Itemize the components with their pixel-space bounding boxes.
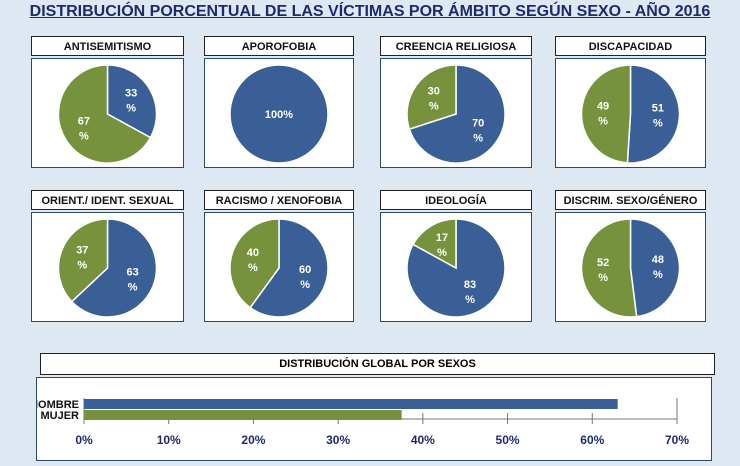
bar-mujer bbox=[84, 410, 402, 420]
pie-data-label-mujer: 52 bbox=[597, 257, 609, 269]
category-label-mujer: MUJER bbox=[40, 410, 79, 422]
pie-data-label-hombre: 33 bbox=[125, 88, 137, 100]
pie-data-label-hombre: % bbox=[128, 281, 138, 293]
pie-data-label-hombre: 70 bbox=[472, 118, 484, 130]
pie-data-label-mujer: 40 bbox=[247, 247, 259, 259]
pie-data-label-hombre: % bbox=[653, 117, 663, 129]
pie-title-aporofobia: APOROFOBIA bbox=[204, 36, 354, 56]
pie-data-label-hombre: % bbox=[653, 269, 663, 281]
pie-title-orient-ident-sexual: ORIENT./ IDENT. SEXUAL bbox=[31, 190, 184, 210]
pie-data-label-hombre: 83 bbox=[464, 279, 476, 291]
pie-slice-hombre bbox=[626, 64, 681, 164]
pie-slice-hombre bbox=[406, 218, 506, 318]
pie-chart-ideologia: 83% 17% bbox=[380, 212, 532, 322]
pie-data-label-hombre: 63 bbox=[127, 266, 139, 278]
pie-title-ideologia: IDEOLOGÍA bbox=[380, 190, 532, 210]
pie-data-label-hombre: % bbox=[473, 133, 483, 145]
global-bar-svg: 0% 10% 20% 30% 40% 50% 60% 70% HOMBREMUJER bbox=[30, 398, 689, 447]
pie-data-label-mujer: % bbox=[437, 247, 447, 259]
global-chart-title: DISTRIBUCIÓN GLOBAL POR SEXOS bbox=[40, 353, 715, 375]
pie-chart-creencia-religiosa: 70% 30% bbox=[380, 58, 532, 168]
pie-data-label-mujer: % bbox=[429, 100, 439, 112]
pie-chart-racismo-xenofobia: 60% 40% bbox=[204, 212, 354, 322]
pie-slice-mujer bbox=[580, 218, 638, 318]
pie-data-label-hombre: 51 bbox=[652, 102, 664, 114]
x-tick-label: 20% bbox=[241, 433, 265, 447]
pie-data-label-mujer: 30 bbox=[428, 85, 440, 97]
pie-data-label-hombre: % bbox=[300, 279, 310, 291]
pie-chart-orient-ident-sexual: 63% 37% bbox=[31, 212, 184, 322]
pie-data-label-hombre: % bbox=[126, 103, 136, 115]
pie-slice-hombre bbox=[249, 218, 329, 318]
pie-slice-hombre bbox=[229, 64, 329, 164]
page-title: DISTRIBUCIÓN PORCENTUAL DE LAS VÍCTIMAS … bbox=[29, 3, 711, 20]
x-tick-label: 0% bbox=[75, 433, 93, 447]
pie-title-racismo-xenofobia: RACISMO / XENOFOBIA bbox=[204, 190, 354, 210]
x-tick-label: 30% bbox=[326, 433, 350, 447]
global-bar-chart: 0% 10% 20% 30% 40% 50% 60% 70% HOMBREMUJER bbox=[30, 377, 712, 461]
x-tick-label: 50% bbox=[496, 433, 520, 447]
x-tick-label: 10% bbox=[157, 433, 181, 447]
pie-slice-hombre bbox=[70, 218, 158, 318]
pie-chart-discrim-sexo-genero: 48% 52% bbox=[555, 212, 706, 322]
x-tick-label: 60% bbox=[580, 433, 604, 447]
pie-chart-antisemitismo: 33% 67% bbox=[31, 58, 184, 168]
pie-slice-mujer bbox=[412, 218, 457, 270]
pie-slice-mujer bbox=[580, 64, 632, 164]
pie-data-label-hombre: % bbox=[465, 294, 475, 306]
pie-data-label-mujer: 67 bbox=[78, 115, 90, 127]
pie-data-label-hombre: 100% bbox=[265, 109, 293, 121]
x-tick-label: 70% bbox=[665, 433, 689, 447]
pie-slice-mujer bbox=[57, 64, 152, 164]
pie-data-label-hombre: 48 bbox=[652, 254, 664, 266]
pie-chart-discapacidad: 51% 49% bbox=[555, 58, 706, 168]
pie-slice-hombre bbox=[106, 64, 158, 139]
bar-hombre bbox=[84, 399, 618, 409]
pie-title-creencia-religiosa: CREENCIA RELIGIOSA bbox=[380, 36, 532, 56]
pie-chart-aporofobia: 100% bbox=[204, 58, 354, 168]
pie-title-discapacidad: DISCAPACIDAD bbox=[555, 36, 706, 56]
category-label-hombre: HOMBRE bbox=[37, 399, 79, 411]
pie-title-antisemitismo: ANTISEMITISMO bbox=[31, 36, 184, 56]
pie-data-label-mujer: 17 bbox=[436, 232, 448, 244]
pie-data-label-mujer: % bbox=[598, 272, 608, 284]
pie-slice-mujer bbox=[406, 64, 457, 131]
pie-slice-mujer bbox=[229, 218, 280, 309]
x-tick-label: 40% bbox=[411, 433, 435, 447]
pie-data-label-hombre: 60 bbox=[299, 264, 311, 276]
pie-data-label-mujer: % bbox=[77, 260, 87, 272]
pie-slice-hombre bbox=[629, 218, 681, 318]
pie-slice-hombre bbox=[408, 64, 506, 164]
pie-slice-mujer bbox=[57, 218, 109, 303]
pie-data-label-mujer: 49 bbox=[597, 101, 609, 113]
pie-title-discrim-sexo-genero: DISCRIM. SEXO/GÉNERO bbox=[555, 190, 706, 210]
pie-data-label-mujer: % bbox=[79, 130, 89, 142]
pie-data-label-mujer: % bbox=[598, 116, 608, 128]
pie-data-label-mujer: 37 bbox=[76, 245, 88, 257]
pie-data-label-mujer: % bbox=[248, 262, 258, 274]
